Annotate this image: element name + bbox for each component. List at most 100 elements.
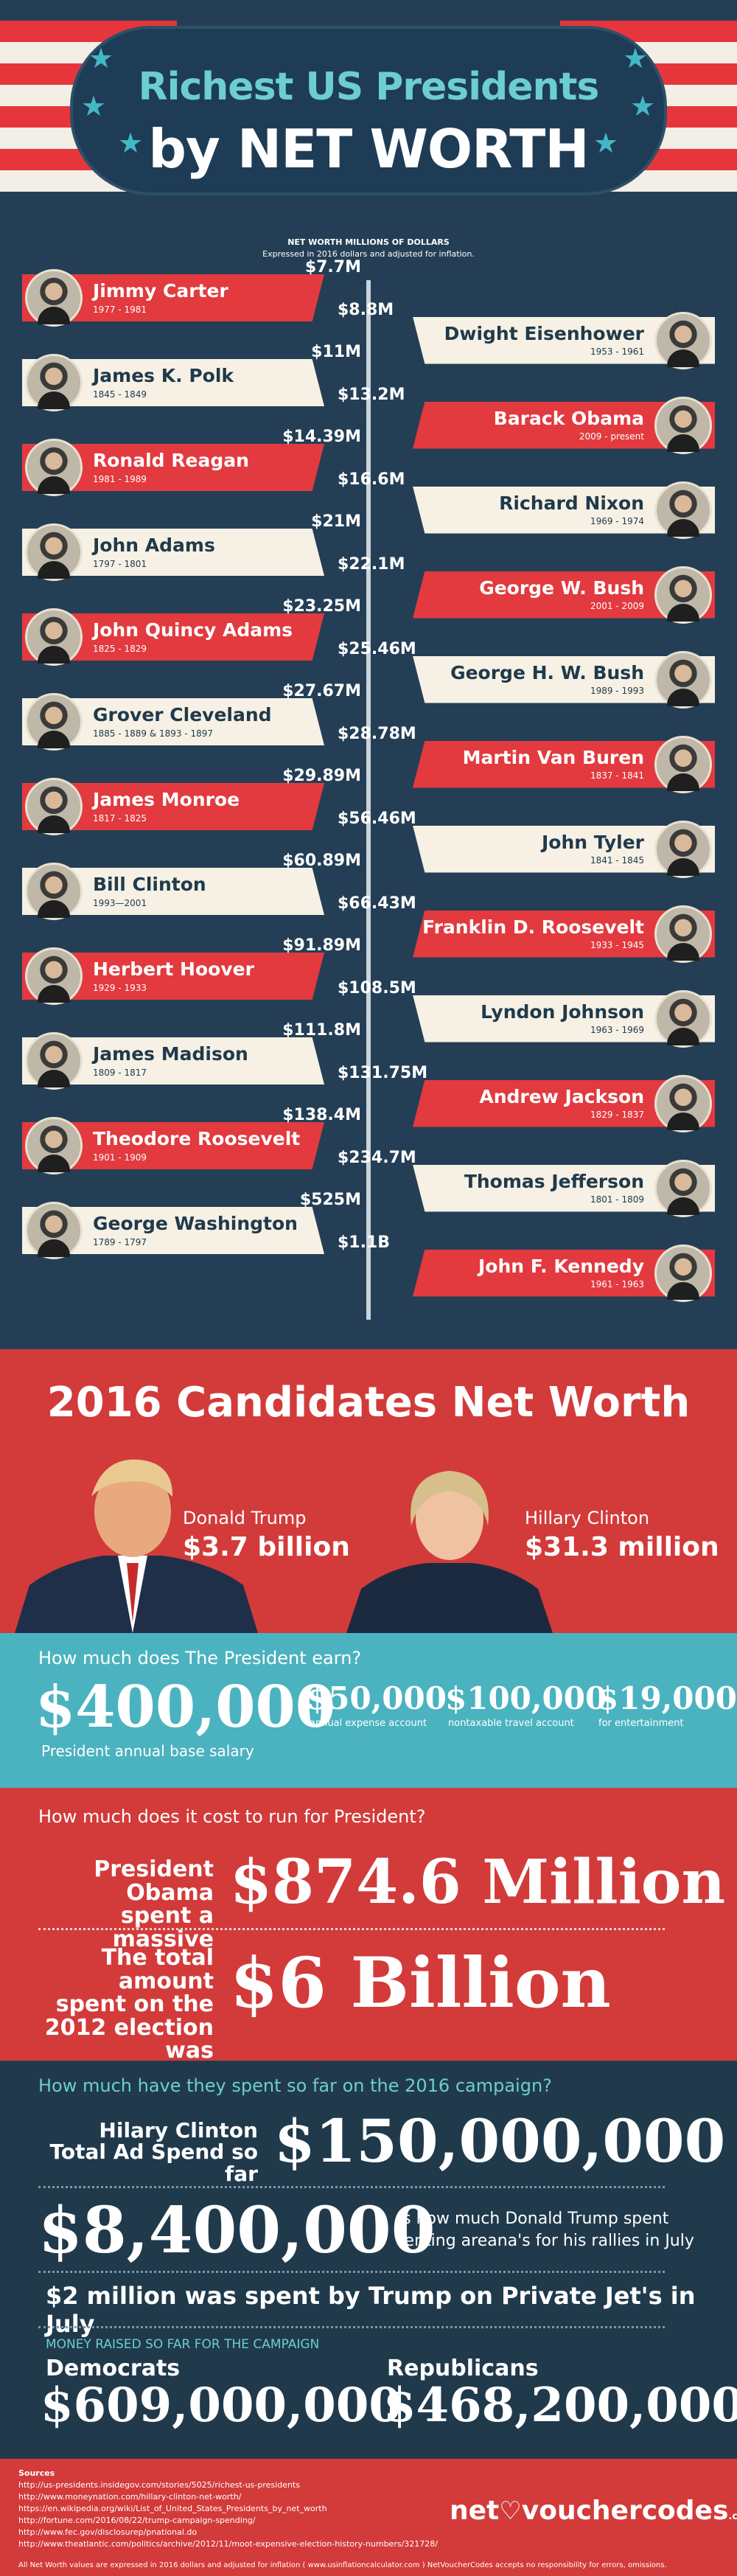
total-spend-value: $6 Billion [230,1943,611,2024]
president-years: 1829 - 1837 [590,1110,644,1121]
president-name: Bill Clinton [93,874,206,896]
president-name: George H. W. Bush [450,661,644,683]
source-link[interactable]: https://en.wikipedia.org/wiki/List_of_Un… [18,2503,327,2513]
president-networth: $11M [311,343,361,361]
president-name: Barack Obama [493,407,644,429]
header-banner: ★ ★ ★ ★ ★ ★ Richest US Presidents by NET… [0,0,737,221]
president-portrait [654,989,712,1048]
president-years: 1825 - 1829 [93,643,147,654]
president-networth: $23.25M [282,597,361,616]
total-label-line3: 2012 election was [44,2014,214,2064]
trump-name: Donald Trump [183,1508,307,1528]
president-years: 1929 - 1933 [93,982,147,993]
source-link[interactable]: http://us-presidents.insidegov.com/stori… [18,2480,300,2490]
president-portrait [25,1117,83,1174]
president-name: Jimmy Carter [93,280,228,302]
footer: Sources http://us-presidents.insidegov.c… [0,2459,737,2576]
president-portrait [654,481,712,539]
president-portrait [25,354,83,411]
president-networth: $25.46M [338,639,416,658]
president-portrait [654,905,712,963]
president-name: Dwight Eisenhower [444,322,644,344]
salary-section: How much does The President earn? $400,0… [0,1633,737,1788]
president-years: 2009 - present [579,431,644,442]
divider [38,2186,665,2188]
clinton-name: Hillary Clinton [525,1508,650,1528]
president-years: 1845 - 1849 [93,389,147,400]
president-networth: $21M [311,512,361,531]
president-years: 1837 - 1841 [590,770,644,781]
president-portrait [654,650,712,709]
disclaimer: All Net Worth values are expressed in 20… [18,2561,667,2569]
travel-value: $100,000 [445,1680,607,1716]
star-icon: ★ [118,127,144,159]
candidates-title: 2016 Candidates Net Worth [46,1379,691,1427]
trump-figure [15,1459,258,1633]
president-name: Richard Nixon [499,492,644,514]
president-networth: $29.89M [282,767,361,785]
president-portrait [654,735,712,793]
president-networth: $28.78M [338,724,416,743]
president-networth: $14.39M [282,428,361,446]
president-portrait [654,1244,712,1302]
president-years: 1841 - 1845 [590,855,644,866]
president-years: 1933 - 1945 [590,940,644,951]
total-label-line1: The total amount [101,1945,214,1994]
president-name: George W. Bush [479,577,644,599]
brand-logo[interactable]: net♡vouchercodes.co.uk [450,2496,737,2526]
president-years: 1963 - 1969 [590,1025,644,1036]
president-portrait [654,1159,712,1217]
president-networth: $108.5M [338,978,416,998]
star-icon: ★ [88,42,114,74]
obama-label-line2: spent a massive [112,1903,214,1952]
presidents-section: NET WORTH MILLIONS OF DOLLARS Expressed … [0,221,737,1349]
trump-networth: $3.7 billion [183,1532,350,1562]
president-name: John Adams [93,535,215,557]
president-years: 1977 - 1981 [93,304,147,315]
president-portrait [25,269,83,327]
president-networth: $22.1M [338,554,405,574]
president-name: Franklin D. Roosevelt [422,916,644,938]
total-label-line2: spent on the [55,1991,214,2017]
axis-title: NET WORTH MILLIONS OF DOLLARS [287,237,450,247]
president-name: Theodore Roosevelt [93,1128,301,1150]
star-icon: ★ [623,42,649,74]
axis-subtitle: Expressed in 2016 dollars and adjusted f… [262,249,475,259]
source-link[interactable]: http://fortune.com/2016/08/22/trump-camp… [18,2515,256,2525]
candidates-section: 2016 Candidates Net Worth Donald Trump $… [0,1349,737,1633]
obama-label-line1: President Obama [94,1856,214,1906]
democrats-label: Democrats [46,2356,181,2381]
heart-icon: ♡ [499,2496,522,2526]
president-networth: $13.2M [338,385,405,404]
campaign-cost-section: How much does it cost to run for Preside… [0,1788,737,2064]
president-portrait [25,1202,83,1259]
president-name: James K. Polk [93,365,234,387]
source-link[interactable]: http://www.theatlantic.com/politics/arch… [18,2538,438,2549]
clinton-figure [346,1471,553,1633]
president-portrait [654,396,712,454]
campaign-spend-section: How much have they spent so far on the 2… [0,2061,737,2459]
president-portrait [25,523,83,581]
republicans-label: Republicans [387,2356,539,2381]
source-link[interactable]: http://www.moneynation.com/hillary-clint… [18,2491,242,2502]
president-name: John F. Kennedy [478,1255,644,1277]
logo-tld: .co.uk [728,2511,737,2522]
president-name: Andrew Jackson [479,1085,644,1107]
source-link[interactable]: http://www.fec.gov/disclosurep/pnational… [18,2527,198,2537]
president-networth: $8.8M [338,300,394,319]
president-name: James Madison [93,1043,248,1065]
president-networth: $7.7M [304,258,361,276]
sources-list: http://us-presidents.insidegov.com/stori… [18,2479,438,2550]
page-title-line1: Richest US Presidents [138,65,600,109]
cost-question: How much does it cost to run for Preside… [38,1806,426,1827]
raised-title: MONEY RAISED SO FAR FOR THE CAMPAIGN [46,2337,320,2352]
president-years: 1817 - 1825 [93,812,147,824]
star-icon: ★ [630,90,656,122]
president-portrait [654,820,712,878]
entertain-label: for entertainment [598,1718,684,1729]
sources-title: Sources [18,2468,55,2478]
democrats-value: $609,000,000 [41,2378,402,2433]
salary-question: How much does The President earn? [38,1648,362,1668]
president-name: Lyndon Johnson [481,1000,644,1023]
president-name: Ronald Reagan [93,450,249,472]
